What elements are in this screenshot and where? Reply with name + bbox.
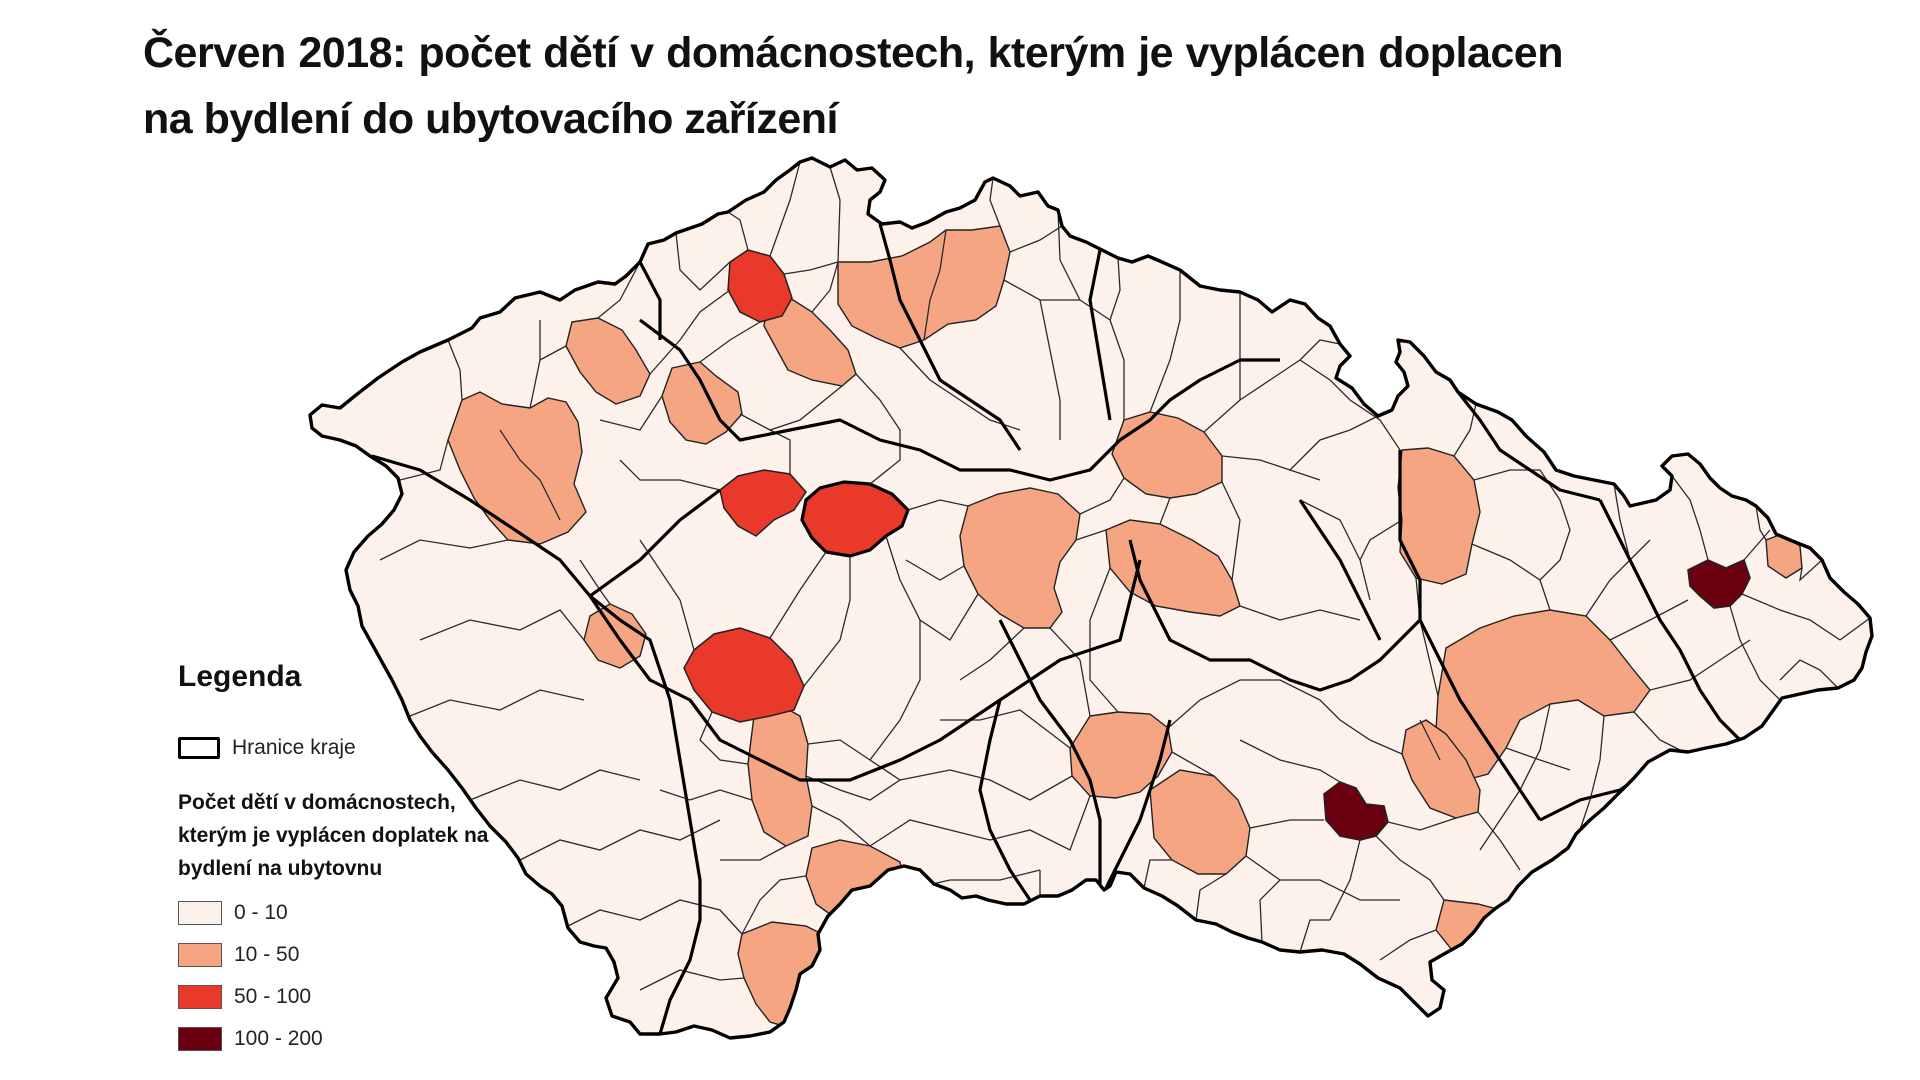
district-10-50 (747, 703, 813, 847)
legend: Legenda Hranice kraje Počet dětí v domác… (178, 660, 598, 1070)
map-title: Červen 2018: počet dětí v domácnostech, … (143, 29, 1564, 143)
legend-classes: 0 - 10 10 - 50 50 - 100 100 - 200 (178, 892, 323, 1060)
legend-class-label: 0 - 10 (234, 901, 288, 924)
district-10-50 (1069, 711, 1173, 799)
legend-class-swatch (178, 901, 222, 925)
district-50-100 (683, 627, 805, 723)
district-borders (359, 161, 1871, 1001)
legend-class-swatch (178, 943, 222, 967)
district-10-50 (763, 297, 857, 387)
legend-title: Legenda (178, 660, 302, 693)
legend-class-label: 50 - 100 (234, 985, 312, 1008)
district-50-100 (727, 249, 793, 323)
district-10-50 (1111, 411, 1223, 499)
legend-class-label: 10 - 50 (234, 943, 300, 966)
legend-class-item: 50 - 100 (178, 976, 323, 1018)
region-border-label: Hranice kraje (232, 736, 356, 759)
legend-subtitle: Počet dětí v domácnostech, kterým je vyp… (178, 791, 489, 880)
district-10-50 (837, 225, 1011, 349)
legend-class-label: 100 - 200 (234, 1027, 323, 1050)
district-10-50 (565, 317, 651, 405)
district-10-50 (959, 487, 1081, 629)
region-borders (371, 223, 1742, 1035)
legend-class-swatch (178, 985, 222, 1009)
legend-class-item: 10 - 50 (178, 934, 323, 976)
legend-region-border-item: Hranice kraje (178, 732, 356, 764)
district-10-50 (447, 391, 587, 545)
legend-class-item: 0 - 10 (178, 892, 323, 934)
legend-class-item: 100 - 200 (178, 1018, 323, 1060)
district-50-100 (719, 469, 807, 537)
legend-class-swatch (178, 1027, 222, 1051)
district-prague (800, 480, 910, 558)
region-border-swatch (178, 737, 220, 759)
